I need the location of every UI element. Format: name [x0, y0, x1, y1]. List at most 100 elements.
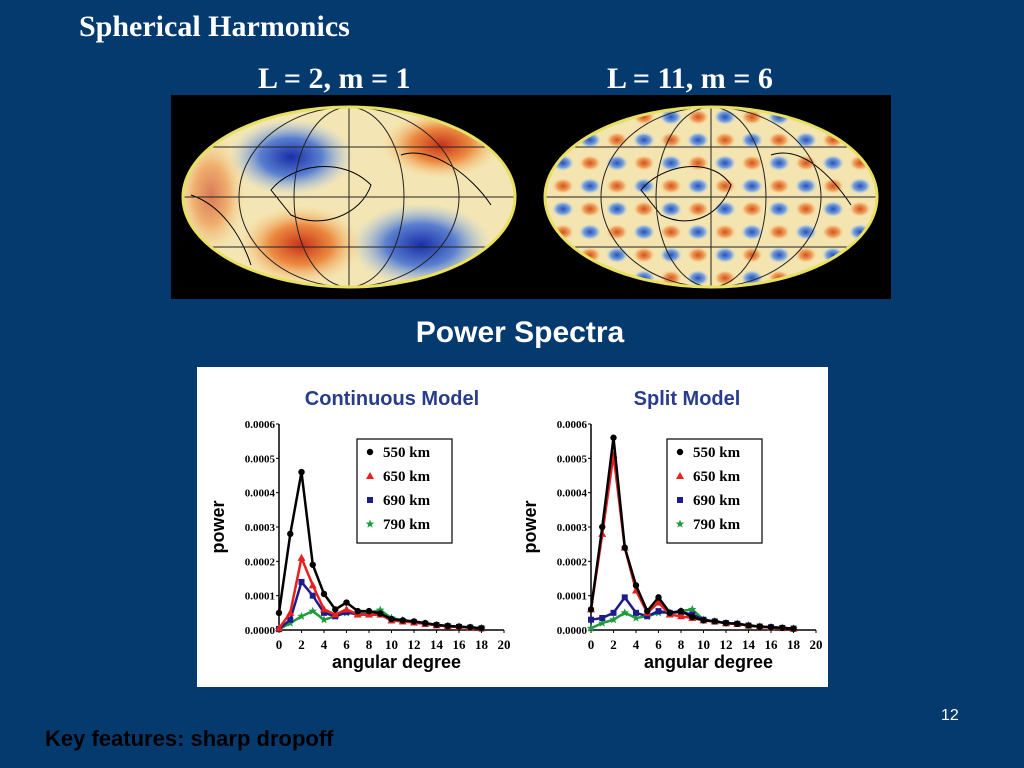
harmonic-lobe: [741, 109, 763, 125]
harmonic-lobe: [579, 201, 601, 217]
data-point: [343, 599, 350, 606]
y-tick-label: 0.0006: [245, 419, 276, 431]
harmonic-lobe: [633, 201, 655, 217]
power-spectra-charts: Continuous Model 0.0000 0.0001 0.0002 0.0003…: [208, 388, 823, 672]
series-550-km: [275, 468, 485, 632]
harmonic-lobe: [714, 178, 736, 194]
x-tick-label: 14: [430, 637, 444, 652]
harmonic-lobe: [579, 109, 601, 125]
harmonic-lobe: [687, 201, 709, 217]
harmonic-lobe: [606, 247, 628, 263]
data-point: [319, 615, 329, 624]
x-tick-label: 2: [610, 637, 617, 652]
x-tick-label: 20: [498, 637, 511, 652]
legend-label: 790 km: [383, 517, 431, 533]
harmonic-lobe: [660, 224, 682, 240]
page-number: 12: [941, 707, 959, 724]
data-point: [644, 607, 651, 615]
harmonic-lobe: [687, 178, 709, 194]
harmonic-lobe: [768, 155, 790, 171]
harmonic-lobe: [822, 109, 844, 125]
map-left: [181, 105, 517, 289]
harmonic-lobe: [579, 155, 601, 171]
y-tick-label: 0.0004: [557, 488, 588, 500]
x-tick-label: 6: [655, 637, 662, 652]
map-left-label: L = 2, m = 1: [258, 62, 411, 95]
harmonic-lobe: [795, 201, 817, 217]
data-point: [366, 448, 374, 456]
data-point: [631, 613, 641, 622]
data-point: [666, 609, 673, 617]
x-tick-label: 0: [276, 637, 283, 652]
footer-text: Key features: sharp dropoff: [45, 726, 334, 751]
harmonic-lobe: [849, 201, 871, 217]
data-point: [410, 618, 418, 625]
harmonic-lobe: [822, 178, 844, 194]
data-point: [779, 624, 786, 632]
y-tick-label: 0.0000: [245, 625, 276, 637]
data-point: [722, 619, 730, 627]
section-title: Power Spectra: [415, 316, 625, 349]
data-point: [598, 618, 607, 627]
data-point: [587, 606, 595, 613]
x-tick-label: 8: [366, 637, 373, 652]
data-point: [433, 621, 440, 629]
data-point: [644, 613, 651, 620]
harmonic-lobe: [687, 109, 709, 125]
harmonic-lobe: [552, 178, 574, 194]
data-point: [767, 624, 775, 631]
harmonic-lobe: [552, 247, 574, 263]
legend: 550 km 650 km 690 km 790 km: [356, 438, 453, 544]
y-tick-label: 0.0004: [245, 488, 276, 500]
data-point: [297, 553, 306, 561]
harmonic-lobe: [768, 224, 790, 240]
x-axis-label: angular degree: [332, 652, 461, 672]
data-point: [354, 607, 361, 615]
data-point: [365, 607, 373, 615]
x-tick-label: 16: [765, 637, 779, 652]
data-point: [308, 581, 317, 589]
harmonic-lobe: [714, 224, 736, 240]
x-tick-label: 14: [742, 637, 756, 652]
harmonic-lobe: [795, 132, 817, 148]
harmonic-lobe: [741, 224, 763, 240]
harmonic-lobe: [714, 270, 736, 286]
data-point: [365, 519, 375, 528]
harmonic-lobe: [687, 270, 709, 286]
data-point: [467, 624, 474, 631]
harmonic-lobe: [552, 132, 574, 148]
harmonic-lobe: [741, 178, 763, 194]
harmonic-lobe: [660, 178, 682, 194]
harmonic-lobe: [768, 247, 790, 263]
harmonic-lobe: [714, 132, 736, 148]
data-point: [688, 604, 697, 613]
y-axis-label: power: [520, 500, 540, 553]
data-point: [689, 613, 696, 621]
harmonic-lobe: [687, 132, 709, 148]
x-tick-label: 12: [408, 637, 421, 652]
harmonic-lobe: [768, 178, 790, 194]
harmonic-lobe: [552, 109, 574, 125]
harmonic-maps-panel: [171, 95, 891, 299]
x-tick-label: 4: [633, 637, 640, 652]
harmonic-lobe: [552, 201, 574, 217]
data-point: [655, 594, 662, 601]
data-point: [654, 598, 663, 606]
legend-label: 550 km: [383, 445, 431, 461]
data-point: [275, 609, 283, 617]
data-point: [297, 611, 306, 620]
x-tick-label: 4: [321, 637, 328, 652]
harmonic-lobe: [660, 109, 682, 125]
harmonic-lobe: [552, 270, 574, 286]
harmonic-lobe: [795, 178, 817, 194]
data-point: [610, 609, 617, 616]
data-point: [376, 605, 385, 614]
harmonic-lobe: [660, 201, 682, 217]
legend-label: 690 km: [383, 493, 431, 509]
y-tick-label: 0.0006: [557, 419, 588, 431]
data-point: [588, 616, 594, 623]
harmonic-lobe: [822, 224, 844, 240]
y-tick-label: 0.0002: [557, 556, 588, 568]
legend-label: 690 km: [693, 493, 741, 509]
legend-label: 650 km: [383, 469, 431, 485]
